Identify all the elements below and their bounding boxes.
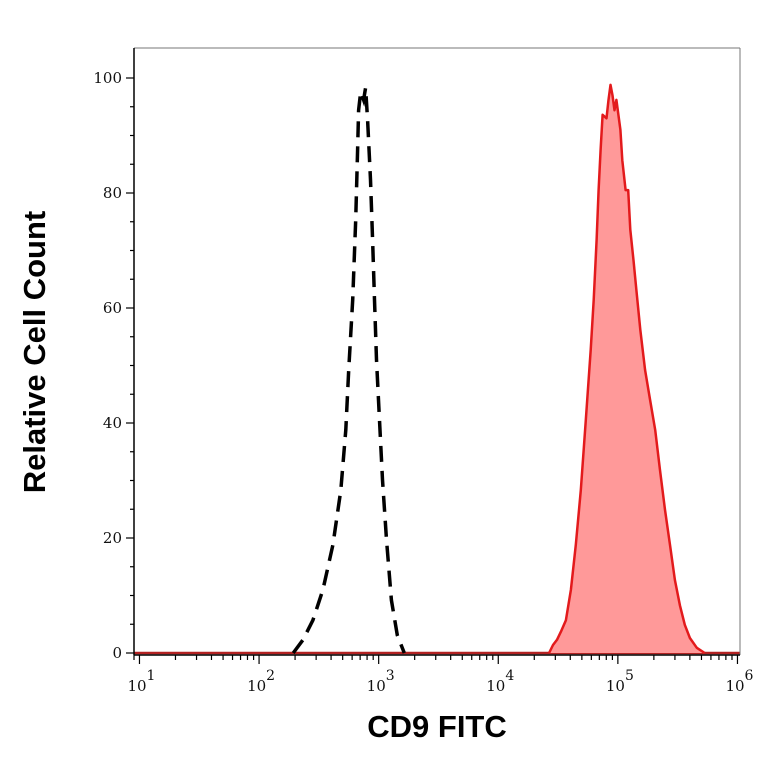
y-tick-label: 20 [103, 529, 122, 547]
y-tick-label: 60 [103, 299, 122, 317]
x-tick-base: 10 [247, 677, 266, 695]
y-axis-title: Relative Cell Count [17, 211, 52, 494]
x-tick-base: 10 [725, 677, 744, 695]
x-tick-base: 10 [486, 677, 505, 695]
x-tick-exponent: 4 [505, 668, 514, 684]
x-tick-exponent: 6 [745, 668, 754, 684]
x-tick-label: 101 [127, 668, 155, 695]
x-tick-exponent: 3 [386, 668, 395, 684]
x-tick-label: 104 [486, 668, 514, 695]
y-tick-label: 40 [103, 414, 122, 432]
series-layer [134, 83, 740, 655]
histogram-outline-1 [547, 83, 706, 655]
y-tick-label: 80 [103, 184, 122, 202]
x-tick-base: 10 [367, 677, 386, 695]
y-tick-label: 0 [112, 644, 122, 662]
x-tick-label: 105 [606, 668, 634, 695]
x-tick-exponent: 1 [147, 668, 156, 684]
x-tick-base: 10 [606, 677, 625, 695]
y-tick-label: 100 [93, 69, 122, 87]
x-tick-label: 102 [247, 668, 275, 695]
x-tick-base: 10 [127, 677, 146, 695]
x-axis-title: CD9 FITC [367, 709, 507, 744]
x-tick-exponent: 5 [625, 668, 634, 684]
histogram-fill-1 [549, 84, 705, 653]
x-tick-exponent: 2 [266, 668, 275, 684]
histogram-dashed-0 [291, 87, 406, 655]
x-tick-label: 106 [725, 668, 753, 695]
x-tick-label: 103 [367, 668, 395, 695]
